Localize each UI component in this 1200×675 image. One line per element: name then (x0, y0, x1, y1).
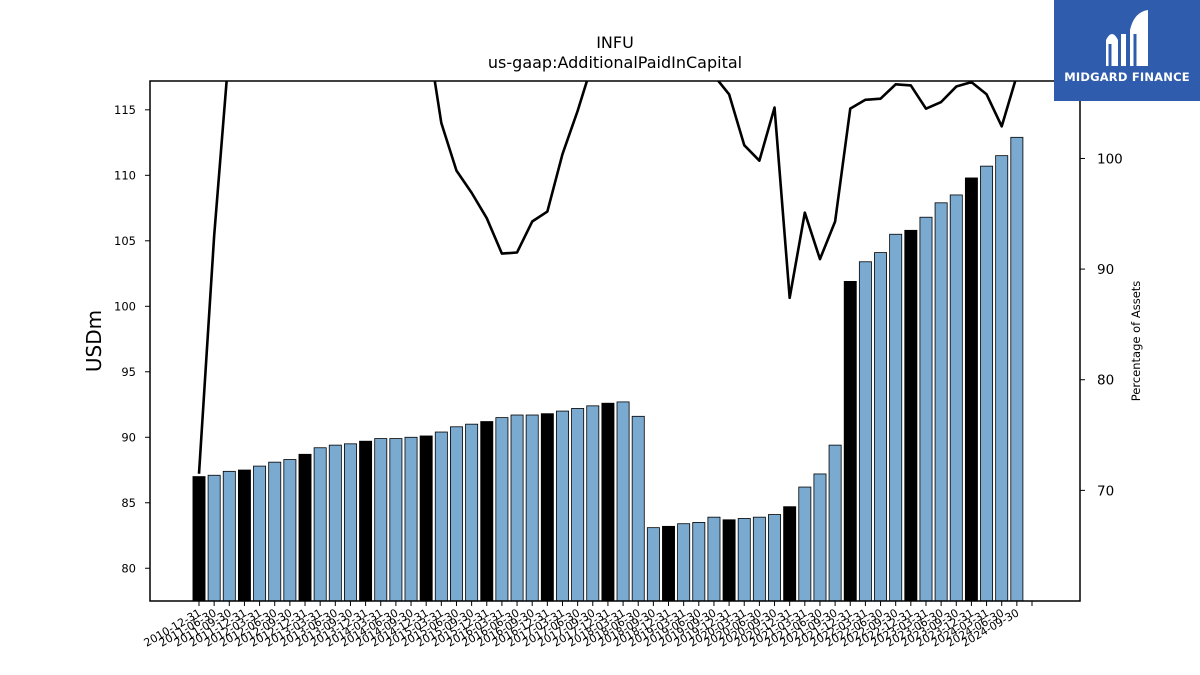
logo: MIDGARD FINANCE (1054, 0, 1200, 101)
bar (768, 514, 781, 602)
bar (207, 474, 221, 602)
bar (192, 476, 206, 602)
bar (419, 435, 433, 602)
bar (662, 525, 675, 602)
bar (510, 414, 524, 602)
bar (828, 444, 842, 602)
percentage-line (197, 81, 1017, 474)
bar (949, 194, 963, 602)
y-tick-label-left: 95 (121, 365, 136, 379)
bar (692, 522, 706, 602)
logo-text: MIDGARD FINANCE (1064, 70, 1190, 84)
bar (313, 447, 327, 602)
y-tick-label-left: 115 (114, 103, 136, 117)
bar (404, 436, 418, 602)
bar (328, 444, 342, 602)
chart-title: INFU (596, 33, 634, 52)
bar (783, 506, 797, 602)
bar (540, 413, 554, 602)
bar-series (192, 136, 1024, 602)
bar (434, 431, 448, 602)
y-tick-label-left: 90 (121, 430, 136, 444)
bar (843, 280, 857, 602)
y-axis-label-left: USDm (82, 310, 106, 372)
bar (677, 523, 691, 602)
y-tick-label-right: 90 (1097, 262, 1114, 278)
bar (813, 473, 827, 602)
y-tick-label-left: 110 (114, 168, 136, 182)
y-tick-label-right: 100 (1097, 151, 1123, 167)
bar (722, 519, 736, 602)
bar (571, 408, 585, 602)
y-axis-right: 70 80 90 100 (1080, 151, 1123, 499)
y-tick-label-left: 105 (114, 234, 136, 248)
y-tick-label-right: 80 (1097, 373, 1114, 389)
bar (631, 415, 645, 602)
bar (616, 401, 630, 602)
bar (889, 233, 903, 602)
bar (359, 440, 373, 602)
bar (237, 469, 251, 602)
bar (556, 410, 569, 602)
bar (253, 465, 267, 602)
line-series (197, 81, 1017, 474)
bar (737, 518, 751, 602)
bar (495, 417, 509, 602)
bar (586, 405, 600, 602)
bar (283, 459, 297, 602)
bar (480, 421, 494, 602)
chart-subtitle: us-gaap:AdditionalPaidInCapital (488, 53, 742, 72)
y-tick-label-left: 100 (114, 299, 136, 313)
bar (268, 461, 282, 602)
y-axis-label-right: Percentage of Assets (1129, 281, 1143, 402)
y-axis-left: 80 85 90 95 100 105 110 115 (114, 103, 150, 575)
bar (343, 443, 357, 602)
bar (874, 252, 888, 602)
plot-frame (149, 80, 1081, 602)
bar (374, 438, 388, 602)
bar (919, 216, 933, 602)
bar (707, 516, 721, 602)
y-tick-label-left: 85 (121, 496, 136, 510)
y-tick-label-right: 70 (1097, 483, 1114, 499)
bar (995, 155, 1009, 602)
bar (798, 486, 812, 602)
bar (389, 438, 403, 602)
bar (980, 165, 994, 602)
bar (934, 202, 948, 602)
bar (964, 177, 978, 602)
bar (525, 414, 539, 602)
bar (646, 527, 660, 602)
bar (858, 261, 872, 602)
x-axis: 2010-12-312011-06-302011-09-302011-12-31… (142, 601, 1033, 650)
bar (298, 453, 312, 602)
bar (904, 229, 918, 602)
bar (465, 423, 479, 602)
bar (601, 402, 615, 602)
bar (752, 516, 766, 602)
bar (222, 470, 236, 602)
midgard-logo-icon (1106, 10, 1148, 70)
bar (1010, 136, 1024, 602)
y-tick-label-left: 80 (121, 561, 136, 575)
bar (450, 426, 463, 602)
